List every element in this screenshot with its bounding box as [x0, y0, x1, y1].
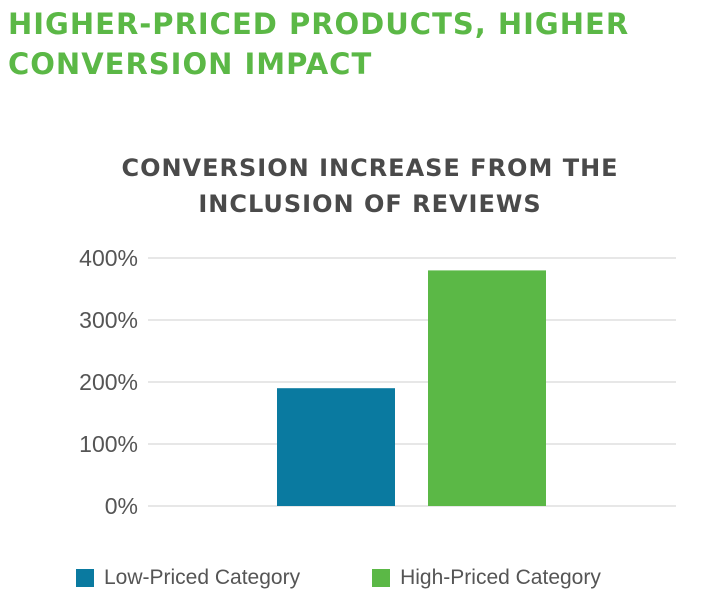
bar-high-priced [428, 270, 546, 506]
headline: HIGHER-PRICED PRODUCTS, HIGHER CONVERSIO… [8, 7, 630, 81]
legend: Low-Priced Category High-Priced Category [76, 566, 601, 590]
bar-low-priced [277, 388, 395, 506]
legend-label-low-priced: Low-Priced Category [104, 566, 301, 589]
chart-title: CONVERSION INCREASE FROM THE INCLUSION O… [121, 154, 619, 218]
gridlines [148, 257, 676, 507]
y-tick-label-400: 400% [79, 245, 138, 271]
y-tick-label-300: 300% [79, 307, 138, 333]
y-tick-label-100: 100% [79, 431, 138, 457]
legend-swatch-low-priced [76, 569, 94, 587]
y-axis-tick-labels: 0% 100% 200% 300% 400% [79, 245, 138, 519]
y-tick-label-0: 0% [105, 493, 138, 519]
bars [277, 270, 546, 506]
legend-label-high-priced: High-Priced Category [400, 566, 601, 589]
legend-swatch-high-priced [372, 569, 391, 587]
legend-item-high-priced: High-Priced Category [372, 566, 601, 590]
y-tick-label-200: 200% [79, 369, 138, 395]
legend-item-low-priced: Low-Priced Category [76, 566, 300, 590]
